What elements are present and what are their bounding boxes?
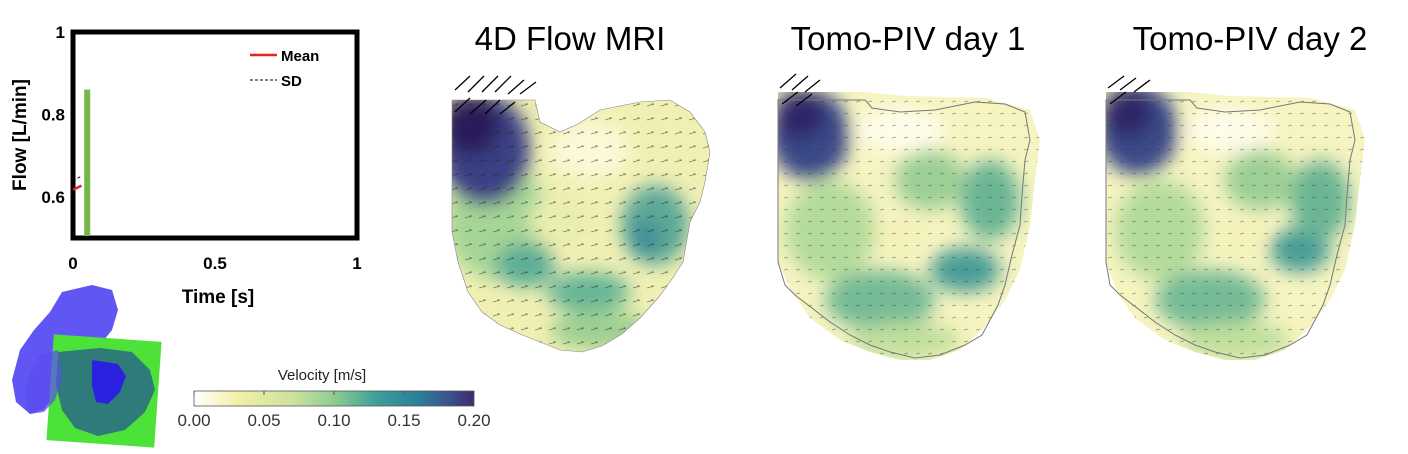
- colorbar-tick-label: 0.00: [177, 411, 210, 430]
- series-group: [72, 89, 91, 236]
- x-tick-label: 0: [68, 254, 77, 273]
- velocity-field-piv-day1: [777, 73, 1040, 360]
- legend: Mean SD: [250, 48, 319, 90]
- x-tick-label: 0.5: [203, 254, 227, 273]
- mri-inflow-arrows: [454, 75, 537, 115]
- velocity-field-mri: [451, 75, 711, 353]
- tick-group: 0.6 0.8 1 0 0.5 1: [41, 23, 361, 273]
- velocity-field-piv-day2: [1105, 75, 1365, 360]
- piv1-inflow-arrows: [779, 73, 821, 107]
- piv1-boundary: [777, 99, 1031, 359]
- heart-3d-render: [12, 285, 162, 448]
- colorbar-tick-label: 0.05: [247, 411, 280, 430]
- panel-title-piv-day2: Tomo-PIV day 2: [1133, 20, 1368, 57]
- piv2-boundary: [1105, 99, 1356, 359]
- colorbar-tick-label: 0.20: [457, 411, 490, 430]
- y-tick-label: 0.8: [41, 105, 65, 124]
- flow-chart: 0.6 0.8 1 0 0.5 1 Time [s] Flow [L/min] Mean …: [10, 23, 362, 308]
- heart-overlay-blue: [24, 350, 62, 414]
- mri-boundary: [451, 99, 711, 353]
- series-mean-line: [72, 184, 83, 191]
- legend-sd-label: SD: [281, 73, 302, 90]
- legend-mean-label: Mean: [281, 48, 319, 65]
- x-axis-label: Time [s]: [182, 287, 255, 308]
- y-axis-label: Flow [L/min]: [10, 79, 31, 191]
- slice-cavity: [92, 360, 126, 404]
- colorbar-tick-label: 0.10: [317, 411, 350, 430]
- plot-frame: [70, 29, 360, 241]
- colorbar-ticks: 0.00 0.05 0.10 0.15 0.20: [177, 391, 491, 430]
- y-tick-label: 1: [56, 23, 65, 42]
- piv2-inflow-arrows: [1107, 75, 1151, 105]
- colorbar-title: Velocity [m/s]: [278, 367, 366, 384]
- colorbar-tick-label: 0.15: [387, 411, 420, 430]
- panel-title-piv-day1: Tomo-PIV day 1: [791, 20, 1026, 57]
- x-tick-label: 1: [352, 254, 361, 273]
- y-tick-label: 0.6: [41, 188, 65, 207]
- panel-title-mri: 4D Flow MRI: [475, 20, 666, 57]
- series-sd-line: [72, 175, 82, 181]
- colorbar: Velocity [m/s] 0.00 0.05 0.10 0.15 0.20: [177, 367, 490, 430]
